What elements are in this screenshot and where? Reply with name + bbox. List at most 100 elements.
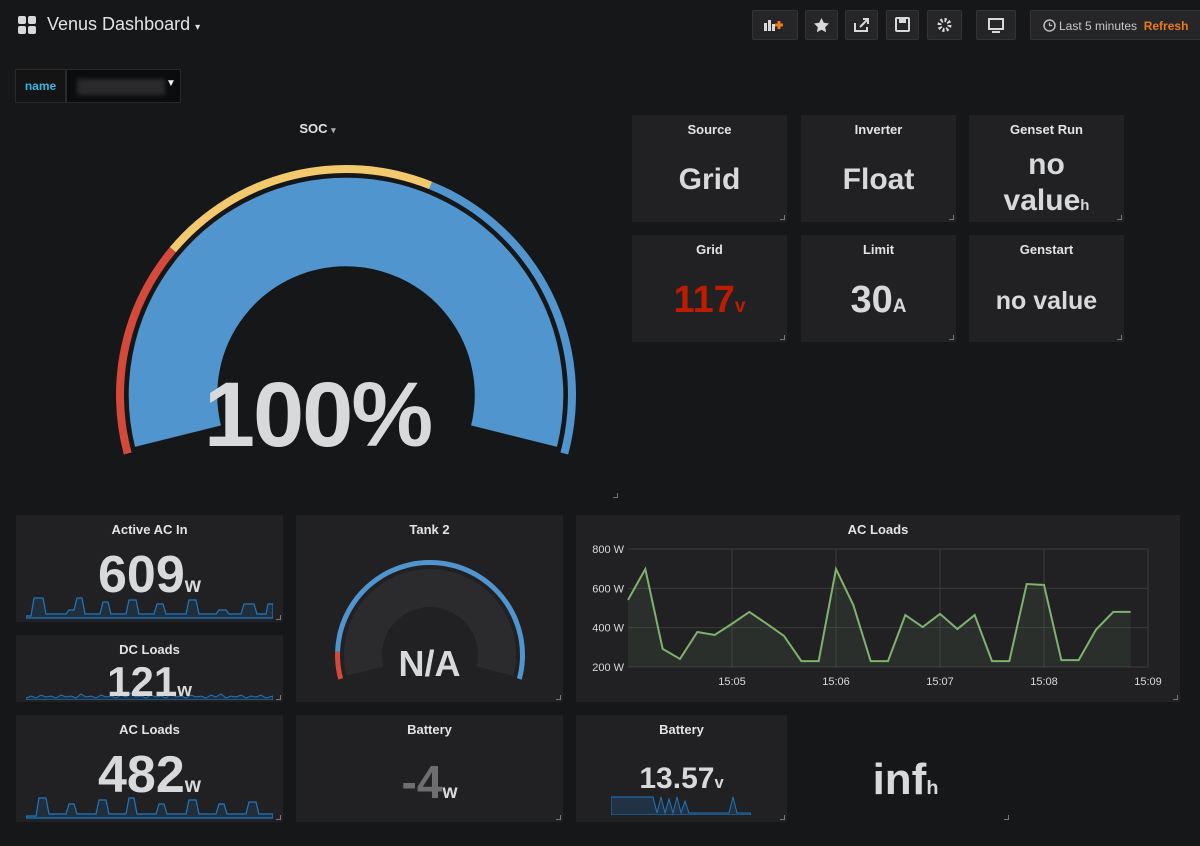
stat-value: infh <box>800 755 1011 805</box>
panel-title: Genstart <box>1019 242 1074 257</box>
resize-handle <box>780 215 785 220</box>
stat-value: 117v <box>632 279 787 322</box>
unit: w <box>184 774 201 797</box>
resize-handle <box>556 695 561 700</box>
refresh: Refresh <box>1143 19 1189 33</box>
ac-loads-panel: AC Loads 482w <box>16 715 283 822</box>
stat-value: no value <box>995 287 1098 315</box>
inverter-panel: Inverter Float <box>801 115 956 222</box>
panel-title: Grid <box>696 242 723 257</box>
clock-icon <box>1043 19 1056 32</box>
add-panel-button[interactable] <box>752 10 798 40</box>
value-text: no value <box>1003 148 1081 217</box>
stat-value: 30A <box>801 279 956 322</box>
resize-handle <box>1004 815 1009 820</box>
gauge-background <box>344 569 516 676</box>
resize-handle <box>276 615 281 620</box>
panel-title: Limit <box>862 242 895 257</box>
panel-title: DC Loads <box>119 642 180 657</box>
threshold-red <box>116 247 176 455</box>
threshold-yellow <box>169 165 433 253</box>
sparkline <box>611 796 751 815</box>
stat-value: 121w <box>16 658 283 706</box>
variable-dropdown[interactable]: ▼ <box>66 69 181 103</box>
icon <box>854 18 869 32</box>
tank2-panel: Tank 2 N/A <box>296 515 563 702</box>
icon <box>764 20 783 31</box>
resize-handle <box>276 695 281 700</box>
settings-button[interactable] <box>927 10 962 40</box>
sparkline <box>26 597 273 619</box>
resize-handle <box>276 815 281 820</box>
icon <box>988 18 1004 33</box>
tank-gauge <box>335 560 525 680</box>
panel-title[interactable]: SOC ▾ <box>299 121 336 136</box>
value-text: 117 <box>673 279 735 321</box>
time-range: Last 5 minutes <box>1059 19 1138 33</box>
dashboard-icon <box>18 16 36 34</box>
gauge-fill <box>127 176 565 449</box>
panel-title: Genset Run <box>1010 122 1083 137</box>
ac-loads-graph-panel: AC Loads <box>576 515 1180 702</box>
resize-handle <box>949 215 954 220</box>
dc-loads-panel: DC Loads 121w <box>16 635 283 705</box>
soc-value: 100% <box>203 364 433 466</box>
source-panel: Source Grid <box>632 115 787 222</box>
dashboard-title[interactable]: Venus Dashboard ▾ <box>47 14 201 34</box>
panel-title: Battery <box>407 722 452 737</box>
runtime-panel: infh <box>800 715 1011 822</box>
unit: w <box>184 574 201 597</box>
threshold-red <box>335 651 344 680</box>
panel-title: Battery <box>659 722 704 737</box>
star-button[interactable] <box>805 10 838 40</box>
icon <box>814 18 829 33</box>
unit: h <box>1080 197 1090 214</box>
battery-voltage-panel: Battery 13.57v <box>576 715 787 822</box>
genset-run-panel: Genset Run no valueh <box>969 115 1124 222</box>
grid-panel: Grid 117v <box>632 235 787 342</box>
value-text: 13.57 <box>639 762 715 795</box>
battery-power-panel: Battery -4w <box>296 715 563 822</box>
soc-gauge <box>116 165 576 455</box>
panel-title: Source <box>687 122 732 137</box>
resize-handle <box>556 815 561 820</box>
soc-panel: SOC ▾ 100% <box>15 115 620 500</box>
threshold-blue <box>429 181 576 455</box>
resize-handle <box>1117 335 1122 340</box>
variable-label: name <box>15 69 66 103</box>
time-picker[interactable]: Last 5 minutes Refresh <box>1030 10 1200 40</box>
resize-handle <box>1117 215 1122 220</box>
sparkline <box>26 797 273 819</box>
value-text: 121 <box>107 658 178 705</box>
panel-title: Inverter <box>854 122 903 137</box>
resize-handle <box>1173 695 1178 700</box>
unit: h <box>926 777 939 799</box>
genstart-panel: Genstart no value <box>969 235 1124 342</box>
unit: w <box>177 680 192 701</box>
icon <box>895 17 910 32</box>
save-button[interactable] <box>886 10 919 40</box>
caret: ▼ <box>166 78 176 89</box>
limit-panel: Limit 30A <box>801 235 956 342</box>
unit: v <box>714 774 724 792</box>
resize-handle <box>949 335 954 340</box>
resize-handle <box>780 815 785 820</box>
panel-title: AC Loads <box>847 522 909 537</box>
panel-title: AC Loads <box>119 722 180 737</box>
resize-handle <box>780 335 785 340</box>
panel-title: Active AC In <box>111 522 188 537</box>
blurred-value <box>77 79 165 95</box>
stat-value: 609w <box>16 545 283 605</box>
stat-value: 13.57v <box>576 762 787 796</box>
stat-value: Grid <box>678 163 741 196</box>
panel-title: Tank 2 <box>409 522 450 537</box>
value-text: 30 <box>850 279 893 321</box>
unit: v <box>734 296 746 317</box>
icon <box>937 18 952 32</box>
unit: w <box>442 782 458 803</box>
title-text: SOC <box>299 121 328 136</box>
tv-mode-button[interactable] <box>976 10 1016 40</box>
unit: A <box>892 296 907 317</box>
share-button[interactable] <box>845 10 878 40</box>
